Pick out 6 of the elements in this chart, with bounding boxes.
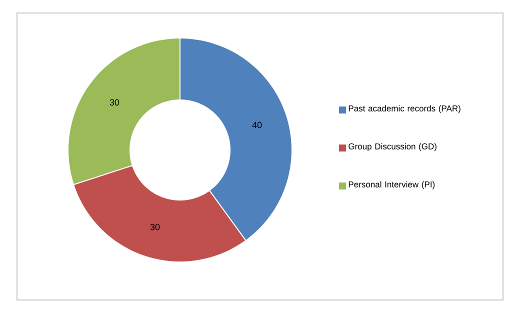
data-label: 30	[150, 224, 160, 230]
legend-label: Group Discussion (GD)	[348, 143, 436, 152]
legend-label: Past academic records (PAR)	[348, 105, 460, 114]
legend-label: Personal Interview (PI)	[348, 181, 435, 190]
data-label: 30	[110, 99, 120, 106]
data-label: 40	[252, 122, 262, 128]
